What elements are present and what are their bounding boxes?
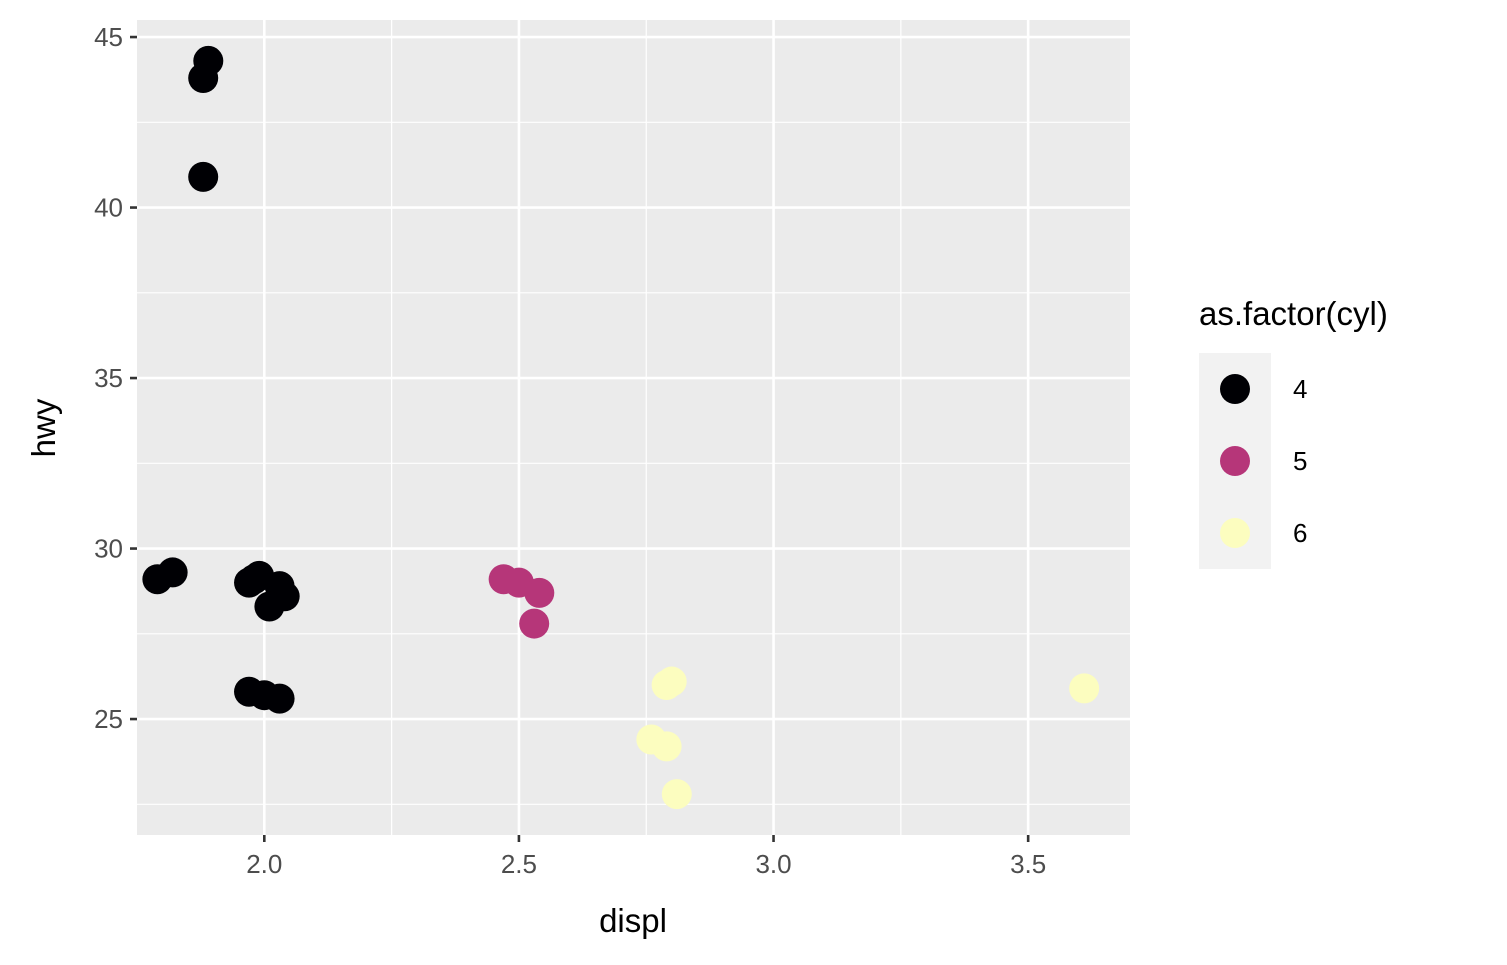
legend-label: 4 xyxy=(1293,374,1307,404)
scatter-point xyxy=(188,62,219,93)
legend-key xyxy=(1220,518,1250,548)
y-axis: 25 30 35 40 45 xyxy=(94,22,137,734)
y-tick-label: 40 xyxy=(94,193,123,223)
legend: as.factor(cyl) 4 5 6 xyxy=(1199,295,1388,569)
legend-title: as.factor(cyl) xyxy=(1199,295,1388,332)
scatter-point xyxy=(661,779,692,810)
minor-gridlines xyxy=(137,20,1130,835)
major-gridlines xyxy=(137,20,1130,835)
legend-label: 6 xyxy=(1293,518,1307,548)
scatter-point xyxy=(254,591,285,622)
scatter-point xyxy=(1069,673,1100,704)
legend-key xyxy=(1220,446,1250,476)
y-tick-label: 25 xyxy=(94,704,123,734)
data-points xyxy=(142,45,1100,810)
x-axis-title: displ xyxy=(599,902,667,939)
y-tick-label: 45 xyxy=(94,22,123,52)
scatter-point xyxy=(157,557,188,588)
legend-items: 4 5 6 xyxy=(1220,374,1307,548)
y-axis-title: hwy xyxy=(25,398,62,457)
x-tick-label: 3.5 xyxy=(1010,849,1046,879)
scatter-point xyxy=(651,669,682,700)
scatter-point xyxy=(524,577,555,608)
y-tick-label: 35 xyxy=(94,363,123,393)
scatter-point xyxy=(264,683,295,714)
scatter-point xyxy=(519,608,550,639)
scatter-point xyxy=(651,731,682,762)
x-tick-label: 2.0 xyxy=(246,849,282,879)
legend-key xyxy=(1220,374,1250,404)
plot-panel xyxy=(137,20,1130,835)
legend-label: 5 xyxy=(1293,446,1307,476)
x-axis: 2.0 2.5 3.0 3.5 xyxy=(246,835,1046,879)
scatter-point xyxy=(188,161,219,192)
x-tick-label: 3.0 xyxy=(755,849,791,879)
y-tick-label: 30 xyxy=(94,534,123,564)
x-tick-label: 2.5 xyxy=(501,849,537,879)
